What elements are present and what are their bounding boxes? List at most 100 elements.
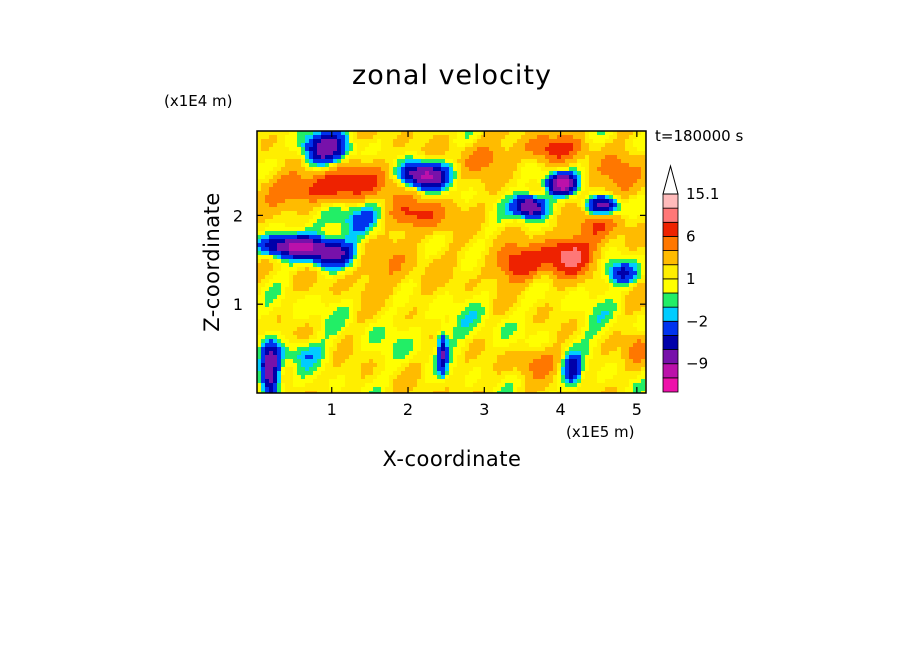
field-cell (429, 147, 434, 152)
field-cell (497, 323, 502, 328)
field-cell (381, 251, 386, 256)
field-cell (637, 315, 642, 320)
field-cell (517, 251, 522, 256)
field-cell (357, 231, 362, 236)
field-cell (557, 287, 562, 292)
field-cell (297, 251, 302, 256)
field-cell (609, 287, 614, 292)
field-cell (577, 163, 582, 168)
field-cell (329, 271, 334, 276)
field-cell (417, 223, 422, 228)
field-cell (597, 143, 602, 148)
field-cell (293, 163, 298, 168)
field-cell (541, 155, 546, 160)
field-cell (341, 191, 346, 196)
field-cell (573, 219, 578, 224)
field-cell (281, 263, 286, 268)
field-cell (373, 287, 378, 292)
field-cell (405, 279, 410, 284)
field-cell (605, 255, 610, 260)
field-cell (641, 187, 646, 192)
field-cell (377, 223, 382, 228)
field-cell (357, 199, 362, 204)
field-cell (457, 159, 462, 164)
field-cell (333, 259, 338, 264)
field-cell (505, 199, 510, 204)
field-cell (509, 271, 514, 276)
field-cell (581, 319, 586, 324)
field-cell (485, 231, 490, 236)
field-cell (629, 211, 634, 216)
field-cell (505, 243, 510, 248)
field-cell (641, 279, 646, 284)
field-cell (313, 215, 318, 220)
field-cell (461, 291, 466, 296)
field-cell (613, 175, 618, 180)
field-cell (561, 179, 566, 184)
field-cell (317, 175, 322, 180)
field-cell (509, 255, 514, 260)
field-cell (565, 135, 570, 140)
field-cell (417, 239, 422, 244)
field-cell (337, 195, 342, 200)
field-cell (269, 203, 274, 208)
field-cell (341, 227, 346, 232)
field-cell (469, 159, 474, 164)
field-cell (337, 239, 342, 244)
field-cell (549, 307, 554, 312)
field-cell (357, 323, 362, 328)
field-cell (325, 243, 330, 248)
field-cell (601, 199, 606, 204)
field-cell (277, 271, 282, 276)
field-cell (425, 263, 430, 268)
field-cell (345, 219, 350, 224)
field-cell (381, 255, 386, 260)
field-cell (449, 291, 454, 296)
field-cell (381, 147, 386, 152)
field-cell (533, 219, 538, 224)
field-cell (449, 203, 454, 208)
field-cell (397, 259, 402, 264)
field-cell (421, 147, 426, 152)
field-cell (353, 167, 358, 172)
field-cell (581, 299, 586, 304)
field-cell (341, 199, 346, 204)
field-cell (413, 311, 418, 316)
field-cell (501, 295, 506, 300)
field-cell (601, 143, 606, 148)
field-cell (521, 263, 526, 268)
field-cell (437, 315, 442, 320)
field-cell (625, 195, 630, 200)
field-cell (449, 287, 454, 292)
field-cell (329, 295, 334, 300)
field-cell (549, 287, 554, 292)
field-cell (389, 195, 394, 200)
field-cell (453, 291, 458, 296)
field-cell (285, 139, 290, 144)
field-cell (481, 163, 486, 168)
field-cell (417, 319, 422, 324)
field-cell (365, 331, 370, 336)
field-cell (321, 223, 326, 228)
field-cell (581, 251, 586, 256)
field-cell (625, 183, 630, 188)
field-cell (469, 327, 474, 332)
field-cell (477, 187, 482, 192)
field-cell (457, 315, 462, 320)
field-cell (289, 211, 294, 216)
field-cell (417, 251, 422, 256)
field-cell (265, 279, 270, 284)
field-cell (589, 231, 594, 236)
field-cell (565, 287, 570, 292)
field-cell (525, 167, 530, 172)
field-cell (317, 219, 322, 224)
field-cell (533, 235, 538, 240)
field-cell (469, 311, 474, 316)
field-cell (349, 263, 354, 268)
field-cell (493, 267, 498, 272)
field-cell (261, 167, 266, 172)
field-cell (609, 263, 614, 268)
field-cell (317, 167, 322, 172)
field-cell (637, 207, 642, 212)
field-cell (509, 207, 514, 212)
